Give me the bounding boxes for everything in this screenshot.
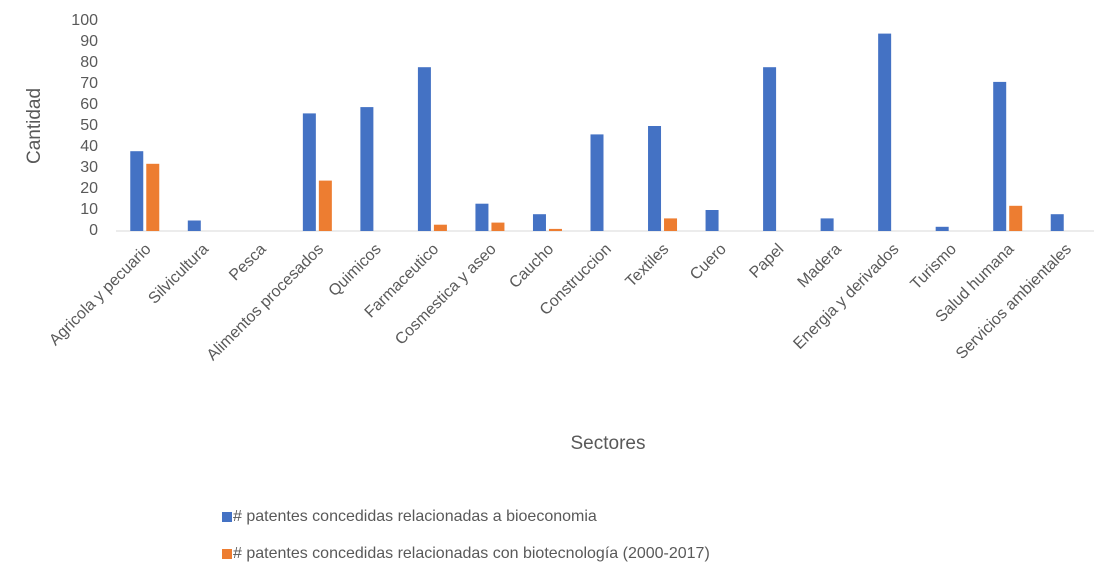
bar — [935, 226, 949, 231]
x-axis-title: Sectores — [571, 433, 646, 454]
y-tick-label: 60 — [80, 96, 98, 113]
x-tick-label: Papel — [746, 241, 787, 282]
x-tick-label: Cosmestica y aseo — [392, 241, 500, 349]
y-tick-label: 40 — [80, 138, 98, 155]
bar — [590, 134, 604, 231]
bar — [878, 33, 892, 231]
y-tick-label: 10 — [80, 201, 98, 218]
bar — [491, 222, 505, 231]
y-tick-label: 80 — [80, 54, 98, 71]
bar — [993, 81, 1007, 232]
y-tick-label: 20 — [80, 180, 98, 197]
bar — [532, 214, 546, 231]
x-tick-label: Energia y derivados — [790, 241, 902, 353]
y-tick-label: 50 — [80, 117, 98, 134]
bar — [1009, 205, 1023, 231]
bar — [475, 203, 489, 231]
legend-swatch — [222, 512, 232, 522]
x-tick-label: Turismo — [908, 241, 961, 294]
y-tick-label: 90 — [80, 33, 98, 50]
bar — [302, 113, 316, 231]
x-tick-label: Silvicultura — [145, 241, 212, 308]
x-tick-label: Caucho — [506, 241, 557, 292]
bar — [433, 224, 447, 231]
x-tick-label: Agricola y pecuario — [46, 241, 154, 349]
x-tick-label: Servicios ambientales — [953, 241, 1075, 363]
y-tick-label: 30 — [80, 159, 98, 176]
bar — [664, 218, 678, 231]
x-tick-label: Quimicos — [326, 241, 385, 300]
bar — [130, 151, 144, 231]
bar — [820, 218, 834, 231]
bar — [705, 210, 719, 231]
y-tick-label: 70 — [80, 75, 98, 92]
x-tick-label: Cuero — [687, 241, 730, 284]
bar — [187, 220, 201, 231]
bar — [548, 228, 562, 231]
x-tick-label: Alimentos procesados — [204, 241, 327, 364]
x-tick-label: Pesca — [226, 241, 270, 285]
bar — [360, 107, 374, 231]
y-tick-label: 0 — [89, 222, 98, 239]
legend-text: # patentes concedidas relacionadas con b… — [233, 545, 710, 562]
legend-swatch — [222, 549, 232, 559]
bar — [763, 67, 777, 231]
bar — [417, 67, 431, 231]
x-tick-label: Textiles — [623, 241, 673, 291]
x-tick-label: Madera — [795, 241, 845, 291]
y-tick-label: 100 — [71, 12, 98, 29]
bar — [1050, 214, 1064, 231]
bar — [318, 180, 332, 231]
legend-text: # patentes concedidas relacionadas a bio… — [233, 508, 597, 525]
bar — [648, 126, 662, 231]
bar — [146, 163, 160, 231]
y-axis-title: Cantidad — [24, 88, 45, 164]
